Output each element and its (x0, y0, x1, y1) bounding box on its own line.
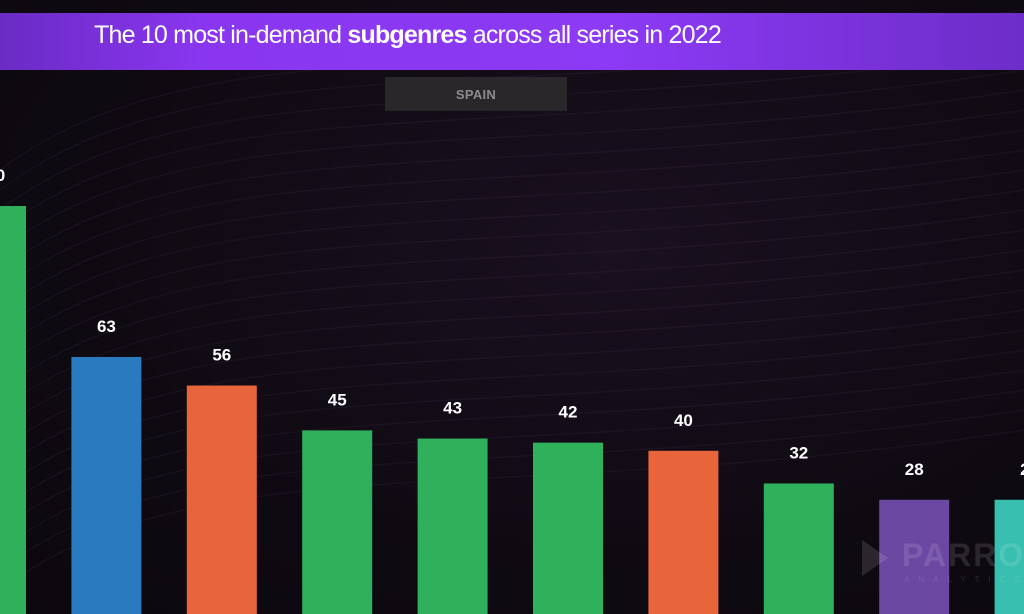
bar-1 (0, 206, 26, 614)
wave-line (0, 89, 1024, 251)
bar-10 (994, 499, 1024, 614)
bar-value-label-4: 45 (328, 390, 347, 409)
wave-line (0, 69, 1024, 231)
chart-title: The 10 most in-demand subgenres across a… (94, 21, 722, 50)
bar-value-label-8: 32 (789, 443, 808, 462)
watermark-sub: ANALYTICS (904, 575, 1024, 584)
bar-8 (763, 483, 834, 614)
bar-6 (533, 442, 603, 614)
bar-5 (417, 438, 488, 614)
bar-value-label-7: 40 (674, 411, 693, 430)
bar-value-label-10: 28 (1020, 460, 1024, 479)
wave-line (0, 169, 1024, 331)
bar-2 (71, 356, 142, 614)
wave-line (0, 229, 1024, 391)
bar-value-label-1: 100 (0, 166, 5, 185)
wave-line (0, 189, 1024, 351)
bar-value-label-6: 42 (559, 403, 578, 422)
parrot-logo-icon (862, 540, 888, 576)
wave-line (0, 129, 1024, 291)
bar-9 (879, 499, 950, 614)
bar-3 (186, 385, 257, 614)
bar-value-label-3: 56 (212, 346, 231, 365)
bar-value-label-2: 63 (97, 317, 116, 336)
wave-line (0, 109, 1024, 271)
title-suffix: across all series in 2022 (466, 21, 722, 49)
title-highlight: subgenres (347, 21, 467, 49)
bar-4 (302, 430, 373, 614)
country-label: SPAIN (455, 86, 497, 102)
country-filter-button[interactable]: SPAIN (385, 77, 567, 111)
wave-line (0, 209, 1024, 371)
bar-value-label-9: 28 (905, 460, 924, 479)
title-prefix: The 10 most in-demand (94, 21, 348, 49)
bar-7 (648, 450, 719, 614)
bar-value-label-5: 43 (443, 399, 462, 418)
wave-line (0, 149, 1024, 311)
title-banner: The 10 most in-demand subgenres across a… (0, 13, 1024, 70)
watermark-name: PARROT (902, 537, 1024, 573)
